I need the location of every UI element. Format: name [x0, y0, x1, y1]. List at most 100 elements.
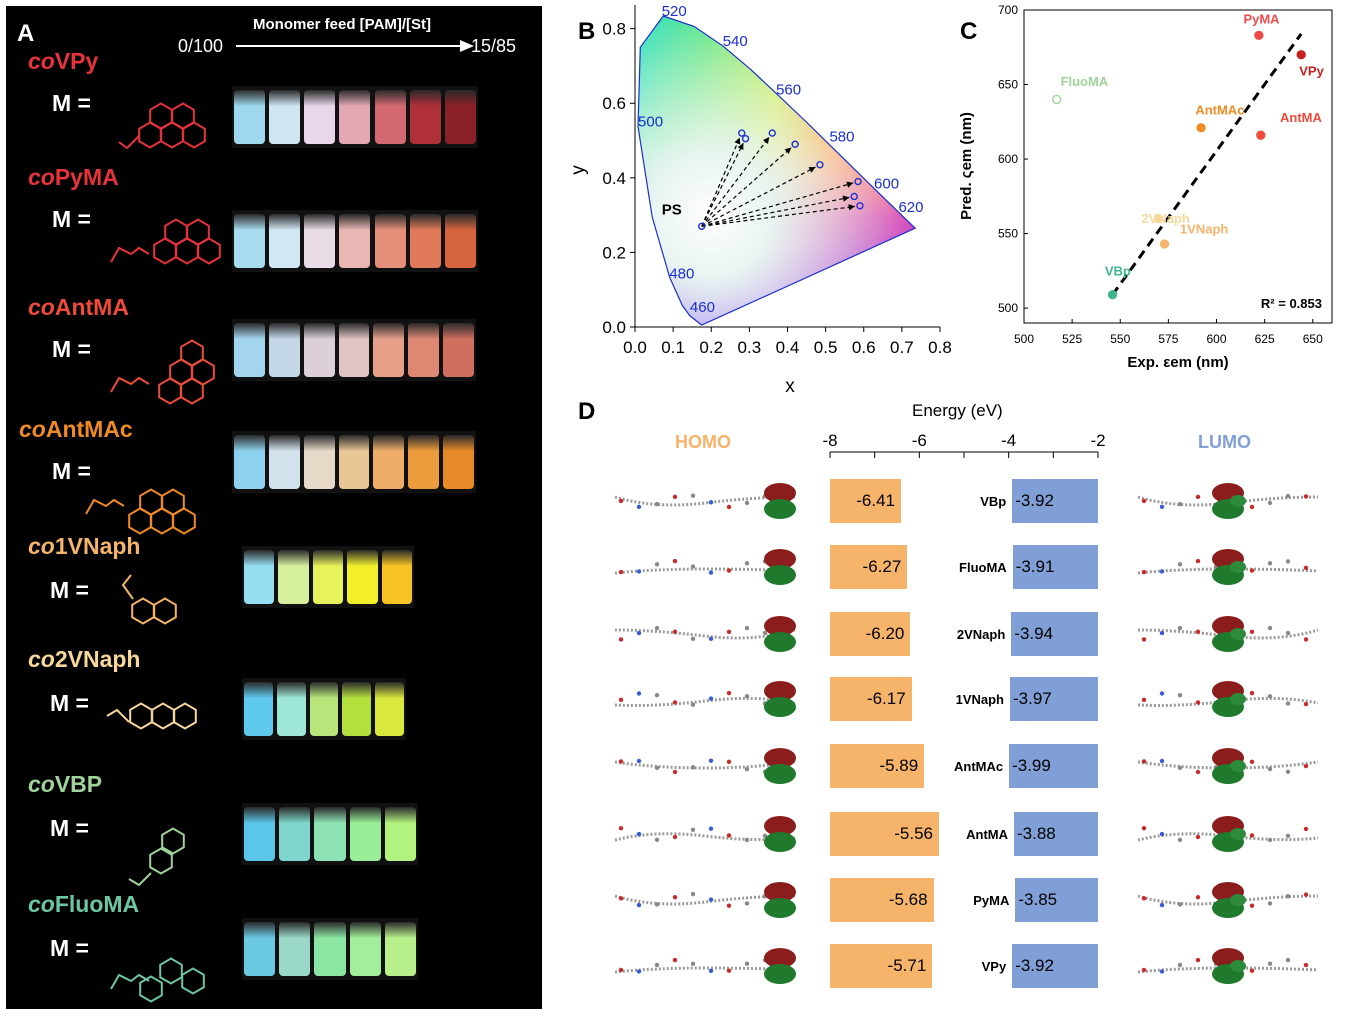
feed-title: Monomer feed [PAM]/[St] [253, 16, 432, 33]
atom [1267, 766, 1273, 772]
panel-label-a: A [17, 20, 35, 47]
atom [1249, 759, 1255, 765]
x-tick-label: 550 [1110, 332, 1130, 346]
arrow-head [762, 137, 770, 144]
atom [636, 902, 642, 908]
atom [1303, 494, 1309, 499]
atom [1267, 837, 1273, 843]
orbital-lobe [1230, 495, 1246, 507]
y-tick-label: 0.8 [602, 20, 626, 39]
atom [1141, 637, 1147, 642]
point-label: 2VNaph [1141, 211, 1189, 226]
atom [1195, 629, 1201, 634]
molecule-structure [121, 574, 177, 625]
x-tick-label: 525 [1062, 332, 1082, 346]
molecule-name: PyMA [973, 893, 1010, 908]
vial [234, 90, 266, 144]
monomer-name: coAntMA [28, 294, 129, 321]
vial [309, 682, 339, 736]
atom [1303, 826, 1309, 832]
atom [1159, 691, 1165, 696]
monomer-label: 1VNaph [54, 533, 141, 559]
arrow-head [842, 195, 850, 202]
monomer-name: coVBP [28, 771, 102, 798]
atom [744, 561, 750, 566]
y-tick-label: 0.0 [602, 318, 626, 337]
molecule-structure [110, 218, 221, 265]
atom [1285, 630, 1291, 636]
atom [654, 902, 660, 907]
molecule-name: FluoMA [959, 560, 1007, 575]
vial [373, 323, 405, 377]
atom [726, 968, 732, 973]
monomer-label: VPy [54, 48, 99, 74]
y-tick-label: 700 [998, 3, 1018, 17]
monomer-label: FluoMA [54, 891, 140, 917]
orbital-lobe [764, 832, 796, 852]
energy-tick-label: -8 [822, 431, 837, 450]
energy-axis: -8 -6 -4 -2 [822, 431, 1106, 458]
arrow-head [846, 181, 854, 188]
point-label: AntMAc [1195, 102, 1244, 117]
vial [268, 323, 300, 377]
x-tick-label: 0.4 [776, 338, 800, 357]
homo-orbital [614, 483, 796, 519]
vial [349, 807, 381, 861]
atom [1141, 759, 1147, 764]
atom [1303, 763, 1309, 769]
atom [726, 833, 732, 838]
shift-arrow [701, 136, 770, 227]
m-equals-label: M = [52, 336, 91, 362]
lumo-value: -3.91 [1015, 557, 1055, 576]
homo-orbital [614, 816, 796, 852]
m-equals-label: M = [52, 458, 91, 484]
panel-a: A Monomer feed [PAM]/[St] 0/100 15/85 co… [6, 6, 542, 1009]
lumo-orbital [1137, 882, 1319, 918]
shift-arrow [701, 166, 816, 227]
vial [276, 682, 306, 736]
orbital-lobe [764, 748, 796, 768]
feed-start: 0/100 [178, 36, 224, 56]
atom [1195, 834, 1201, 840]
shift-arrow [701, 137, 741, 227]
atom [1195, 769, 1201, 775]
plot-frame [1023, 9, 1333, 324]
orbital-lobe [1230, 828, 1246, 840]
x-tick-label: 0.1 [661, 338, 685, 357]
vial [349, 922, 381, 976]
atom [726, 568, 732, 573]
ps-label: PS [662, 201, 682, 218]
wavelength-label: 520 [662, 3, 687, 20]
m-equals-label: M = [50, 690, 89, 716]
molecule-structure [110, 339, 215, 405]
copolymer-point [856, 202, 864, 210]
vial [443, 435, 474, 489]
homo-orbital [614, 748, 796, 784]
atom [1285, 833, 1291, 839]
ps-point [698, 222, 706, 231]
atom [1249, 690, 1255, 696]
orbital-lobe [764, 499, 796, 519]
atom [1249, 504, 1255, 510]
data-point [1196, 123, 1206, 133]
atom [1141, 569, 1147, 575]
wavelength-label: 500 [638, 113, 663, 130]
atom [690, 636, 696, 641]
vial-strip [242, 678, 406, 740]
atom [690, 765, 696, 770]
wavelength-label: 540 [723, 33, 748, 50]
molecule-name: 1VNaph [955, 692, 1004, 707]
copolymer-point [791, 140, 799, 148]
orbital-lobe [764, 549, 796, 569]
lumo-bar [1010, 677, 1098, 721]
point-label: 1VNaph [1180, 222, 1228, 237]
point-label: FluoMA [1061, 74, 1109, 89]
r-squared: R² = 0.853 [1261, 296, 1322, 311]
molecule-backbone [1137, 760, 1319, 770]
homo-value: -6.17 [866, 689, 906, 708]
m-equals-label: M = [52, 90, 91, 116]
arrow-head [848, 204, 855, 211]
panel-label-c: C [960, 18, 978, 45]
atom [618, 759, 624, 764]
x-tick-label: 0.8 [928, 338, 952, 357]
